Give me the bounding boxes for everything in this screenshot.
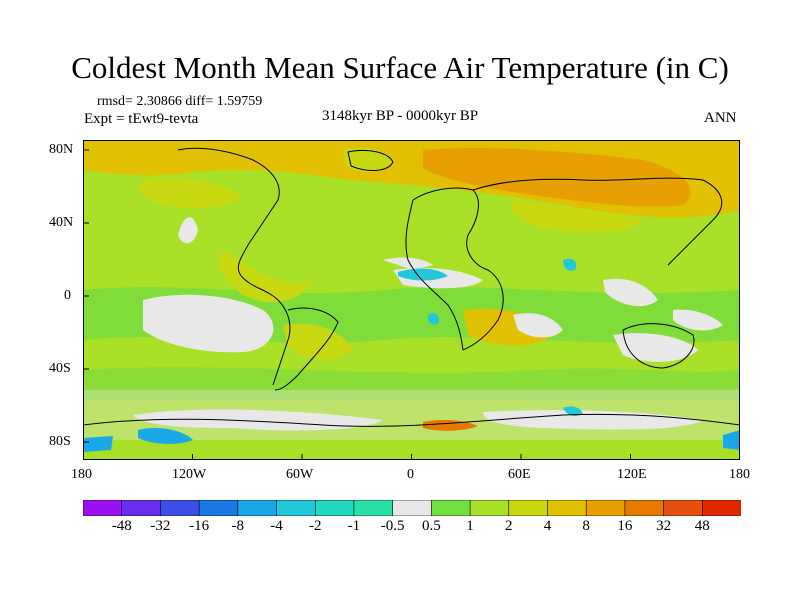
australia-neutral-patch: [613, 333, 698, 362]
colorbar-swatch: [83, 500, 123, 516]
colorbar-label: -32: [150, 518, 171, 534]
colorbar-label: 0.5: [421, 518, 441, 534]
colorbar-label: -1: [347, 518, 361, 534]
colorbar-swatch: [237, 500, 278, 516]
pacific-warm-region: [219, 250, 313, 303]
lat-tick-label: 40N: [49, 215, 74, 230]
lon-tick-label: 60W: [286, 467, 314, 482]
lat-tick-label: 80N: [49, 142, 74, 157]
lon-tick-label: 60E: [508, 467, 531, 482]
lon-tick-label: 180: [71, 467, 92, 482]
colorbar-label: -0.5: [380, 518, 405, 534]
rockies-neutral-patch: [178, 217, 198, 244]
colorbar-swatch: [314, 500, 355, 516]
maritime-neutral-patch: [603, 278, 658, 307]
stats-label: rmsd= 2.30866 diff= 1.59759: [97, 94, 263, 109]
colorbar-label: 16: [617, 518, 633, 534]
lon-tick-label: 120W: [172, 467, 207, 482]
south-america-region: [283, 323, 353, 360]
pacific-east-neutral-patch: [673, 309, 723, 331]
sahara-cool-patch: [398, 268, 448, 281]
southern-band: [83, 367, 740, 400]
greenland-region: [343, 147, 393, 172]
lon-tick-label: 120E: [617, 467, 647, 482]
eurasia-coast: [472, 177, 723, 266]
colorbar-label: -8: [231, 518, 245, 534]
colorbar-swatch: [663, 500, 703, 516]
colorbar-label: -48: [111, 518, 132, 534]
colorbar-swatch: [392, 500, 432, 516]
east-antarctic-neutral-patch: [483, 410, 703, 430]
colorbar-label: 8: [582, 518, 590, 534]
colorbar-swatch: [276, 500, 316, 516]
colorbar-label: 32: [656, 518, 672, 534]
colorbar-swatch: [121, 500, 162, 516]
indian-neutral-patch: [513, 313, 563, 338]
south-america-east-coast: [274, 307, 339, 391]
ross-cool-patch: [138, 428, 193, 444]
antarctica-coast: [83, 413, 740, 427]
north-america-coast: [177, 147, 280, 301]
north-america-region: [139, 178, 243, 208]
colorbar-label: -16: [189, 518, 210, 534]
colorbar: [83, 500, 741, 516]
pacific-neutral-patch: [143, 294, 274, 353]
africa-west-coast: [405, 199, 464, 351]
sahara-neutral-patch: [383, 257, 433, 270]
colorbar-label: 48: [694, 518, 710, 534]
lat-tick-label: 80S: [49, 434, 71, 449]
season-label: ANN: [704, 110, 737, 126]
period-label: 3148kyr BP - 0000kyr BP: [322, 108, 479, 124]
colorbar-swatch: [431, 500, 471, 516]
asia-region: [511, 200, 643, 233]
lat-tick-label: 40S: [49, 361, 71, 376]
colorbar-swatch: [701, 500, 741, 516]
colorbar-swatch: [469, 500, 510, 516]
lon-tick-label: 180: [729, 467, 750, 482]
colorbar-label: -2: [308, 518, 322, 534]
colorbar-label: 4: [543, 518, 552, 534]
west-cool-patch: [83, 436, 113, 452]
africa-coast: [412, 187, 504, 351]
eurasia-warm-region: [423, 148, 691, 207]
colorbar-swatch: [160, 500, 200, 516]
colorbar-swatch: [547, 500, 587, 516]
colorbar-swatch: [624, 500, 665, 516]
chart-title: Coldest Month Mean Surface Air Temperatu…: [71, 50, 729, 85]
colorbar-label: -4: [270, 518, 283, 534]
lon-tick-label: 0: [407, 467, 414, 482]
experiment-label: Expt = tEwt9-tevta: [84, 111, 199, 127]
greenland-coast: [347, 149, 394, 171]
colorbar-swatch: [198, 500, 239, 516]
australia-coast: [622, 323, 695, 369]
east-cool-patch: [723, 430, 740, 450]
colorbar-label: 1: [466, 518, 474, 534]
coastlines: [83, 147, 740, 427]
arabia-cool-patch: [563, 258, 577, 271]
south-america-west-coast: [272, 299, 291, 386]
colorbar-label: 2: [505, 518, 513, 534]
south-atlantic-cool-patch: [427, 313, 439, 325]
colorbar-swatch: [585, 500, 626, 516]
amery-cool-patch: [563, 406, 583, 416]
colorbar-swatch: [353, 500, 394, 516]
lat-tick-label: 0: [64, 288, 71, 303]
colorbar-swatch: [508, 500, 549, 516]
axis-ticks: [83, 149, 631, 460]
temperature-map: [83, 140, 740, 460]
